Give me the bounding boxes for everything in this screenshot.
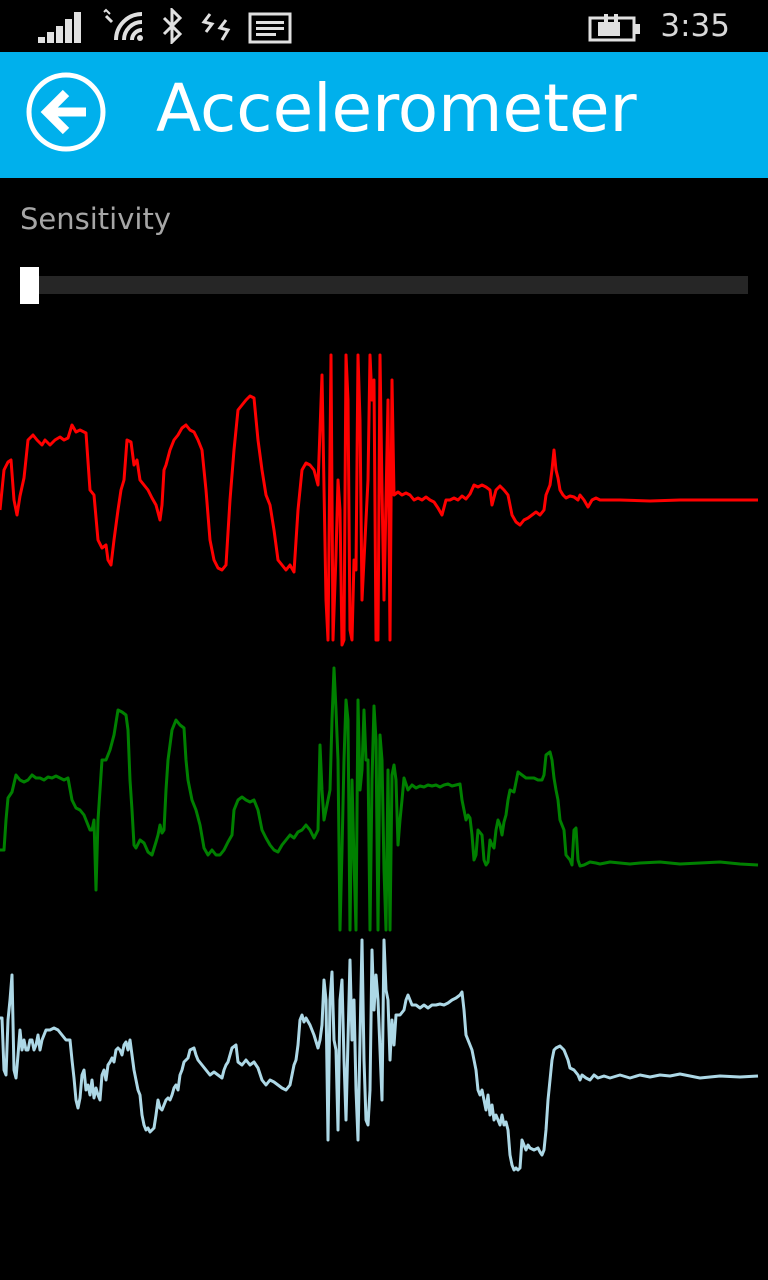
status-time: 3:35 bbox=[660, 8, 730, 44]
accelerometer-graphs bbox=[0, 353, 759, 1172]
sensitivity-slider[interactable] bbox=[20, 276, 748, 294]
bluetooth-icon bbox=[162, 8, 183, 44]
y-axis-trace bbox=[0, 666, 759, 932]
back-arrow-icon[interactable] bbox=[26, 72, 106, 152]
message-icon bbox=[248, 12, 292, 44]
app-header: Accelerometer bbox=[0, 52, 768, 178]
signal-icon bbox=[38, 12, 81, 43]
page-title: Accelerometer bbox=[156, 70, 637, 147]
x-axis-trace bbox=[0, 353, 758, 647]
wifi-icon bbox=[103, 8, 143, 41]
status-bar: 3:35 bbox=[0, 0, 768, 52]
sensitivity-slider-thumb[interactable] bbox=[20, 267, 39, 304]
data-icon bbox=[201, 13, 231, 41]
z-axis-trace bbox=[0, 938, 759, 1172]
battery-charging-icon bbox=[588, 14, 640, 42]
sensitivity-label: Sensitivity bbox=[20, 202, 171, 236]
